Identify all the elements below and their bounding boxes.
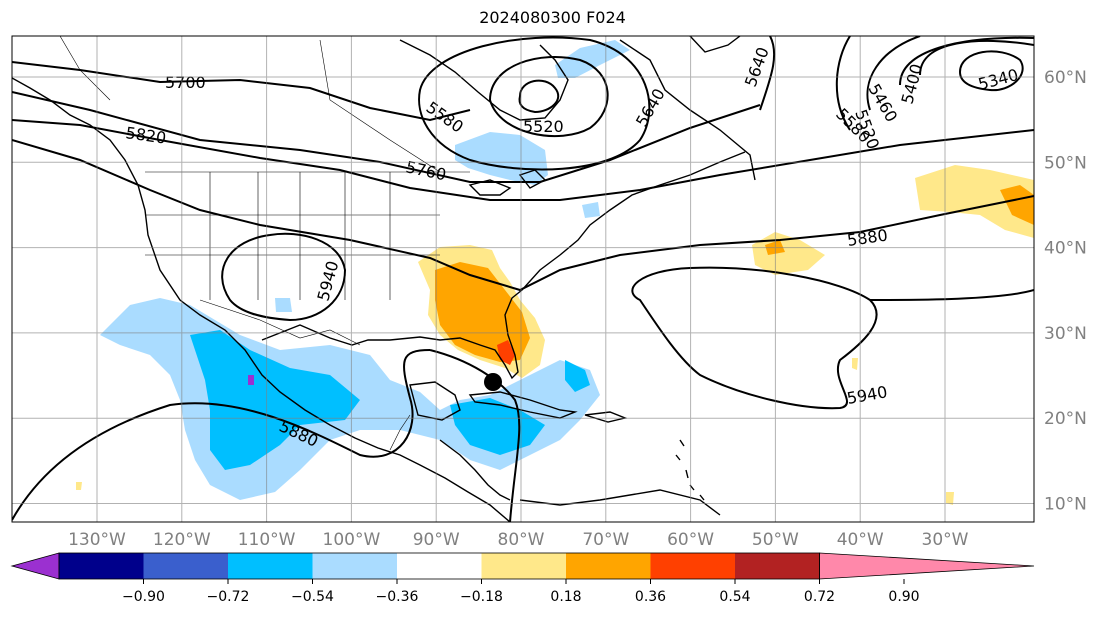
colorbar-segment xyxy=(312,553,397,579)
colorbar-segment xyxy=(143,553,228,579)
lon-tick-label: 70°W xyxy=(582,530,629,550)
lat-tick-label: 30°N xyxy=(1044,324,1087,344)
negative-anomaly-greatlakes xyxy=(455,132,548,185)
colorbar-frame xyxy=(58,552,820,580)
colorbar-segment xyxy=(650,553,735,579)
colorbar-tick-label: 0.54 xyxy=(719,589,750,605)
lon-tick-label: 90°W xyxy=(413,530,460,550)
positive-small-3 xyxy=(76,482,82,490)
lat-tick-label: 10°N xyxy=(1044,495,1087,515)
lon-tick-label: 100°W xyxy=(323,530,381,550)
colorbar-tick-label: 0.36 xyxy=(635,589,666,605)
lon-tick-label: 50°W xyxy=(752,530,799,550)
lon-tick-label: 130°W xyxy=(68,530,126,550)
colorbar-segment xyxy=(481,553,566,579)
colorbar-segment xyxy=(228,553,313,579)
negative-small-1 xyxy=(275,298,292,312)
lat-tick-label: 60°N xyxy=(1044,68,1087,88)
map-frame xyxy=(11,35,1035,523)
colorbar-tick-labels: −0.90 −0.72 −0.54 −0.36 −0.18 0.18 0.36 0.54 0.7… xyxy=(122,579,920,605)
lat-tick-label: 20°N xyxy=(1044,409,1087,429)
lon-tick-label: 120°W xyxy=(153,530,211,550)
colorbar-tick-label: −0.54 xyxy=(291,589,334,605)
colorbar-tick-label: −0.36 xyxy=(376,589,419,605)
positive-anomaly-se-us-core xyxy=(435,262,530,362)
colorbar-extend-max xyxy=(819,552,1035,580)
gridlines xyxy=(12,36,1034,522)
colorbar-tick-label: 0.72 xyxy=(804,589,835,605)
colorbar-tick-label: 0.90 xyxy=(888,589,919,605)
positive-small-2 xyxy=(946,492,954,505)
borders xyxy=(59,36,470,451)
lon-tick-label: 40°W xyxy=(837,530,884,550)
colorbar-tick-label: 0.18 xyxy=(550,589,581,605)
contour-label: 5700 xyxy=(165,73,206,92)
colorbar-tick-label: −0.72 xyxy=(207,589,250,605)
negative-small-2 xyxy=(582,202,600,218)
colorbar-tick-label: −0.18 xyxy=(460,589,503,605)
storm-location-marker xyxy=(484,373,502,391)
negative-mexico-purple xyxy=(248,375,254,385)
positive-anomaly-atlantic-2-core xyxy=(1000,185,1034,225)
contour-label: 5520 xyxy=(523,117,564,136)
lon-tick-label: 110°W xyxy=(238,530,296,550)
negative-anomaly-hudson xyxy=(555,40,630,78)
colorbar-segment xyxy=(566,553,651,579)
longitude-labels: 130°W 120°W 110°W 100°W 90°W 80°W 70°W 60°W 50°W… xyxy=(68,530,969,550)
anomaly-shading xyxy=(76,40,1034,505)
lon-tick-label: 60°W xyxy=(667,530,714,550)
latitude-labels: 60°N 50°N 40°N 30°N 20°N 10°N xyxy=(1044,68,1087,515)
lon-tick-label: 80°W xyxy=(498,530,545,550)
colorbar-segment xyxy=(735,553,820,579)
lat-tick-label: 50°N xyxy=(1044,153,1087,173)
lat-tick-label: 40°N xyxy=(1044,239,1087,259)
negative-anomaly-cuba-e xyxy=(565,360,590,392)
colorbar xyxy=(10,552,1035,580)
positive-anomaly-atlantic-1 xyxy=(752,232,825,275)
colorbar-extend-min xyxy=(10,552,60,580)
map-title: 2024080300 F024 xyxy=(479,8,626,27)
negative-anomaly-mexico-core xyxy=(190,330,360,470)
lon-tick-label: 30°W xyxy=(922,530,969,550)
positive-small-1 xyxy=(852,358,858,370)
colorbar-segment xyxy=(59,553,144,579)
colorbar-tick-label: −0.90 xyxy=(122,589,165,605)
colorbar-segment xyxy=(397,553,482,579)
